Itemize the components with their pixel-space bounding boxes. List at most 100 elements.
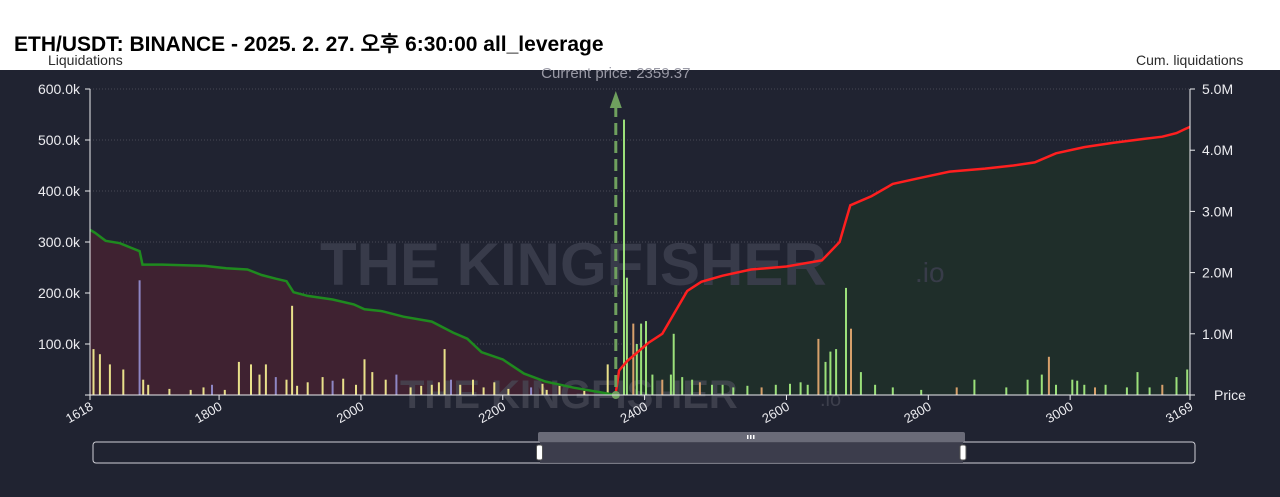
short-cum-line: [89, 228, 616, 397]
grip-icon: [747, 435, 755, 439]
liquidation-bar: [845, 287, 847, 395]
current-price-marker: Current price: 2359.37: [541, 65, 690, 399]
grip-line: [753, 435, 755, 439]
liquidation-bar: [625, 277, 628, 395]
liquidation-bar: [331, 380, 334, 395]
liquidation-bar: [472, 379, 474, 395]
liquidation-bar: [806, 384, 809, 395]
liquidation-bar: [645, 321, 647, 395]
liquidation-bar: [342, 378, 345, 395]
liquidation-bar: [384, 379, 387, 395]
liquidation-bar: [321, 377, 324, 395]
range-slider-handle-right[interactable]: [959, 444, 967, 461]
liquidation-bar: [306, 382, 309, 396]
liquidation-bar: [258, 374, 261, 395]
left-axis-tick-label: 600.0k: [38, 81, 81, 97]
liquidation-bar: [672, 333, 675, 395]
liquidation-bar: [285, 379, 288, 395]
chart-title: ETH/USDT: BINANCE - 2025. 2. 27. 오후 6:30…: [14, 33, 604, 56]
left-axis-tick-label: 300.0k: [38, 234, 81, 250]
liquidation-bar: [799, 382, 802, 396]
liquidation-bars: [92, 119, 1189, 396]
liquidation-bar: [635, 344, 638, 395]
right-axis-tick-label: 5.0M: [1202, 81, 1233, 97]
liquidation-bar: [202, 387, 205, 395]
liquidation-bar: [142, 379, 145, 395]
liquidation-bar: [850, 328, 852, 395]
liquidation-bar: [746, 385, 749, 395]
liquidation-bar: [1175, 377, 1178, 395]
liquidation-bar: [250, 364, 252, 395]
liquidation-bar: [450, 379, 452, 395]
right-axis-tick-label: 3.0M: [1202, 203, 1233, 219]
liquidation-bar: [168, 388, 171, 395]
liquidation-bar: [669, 374, 672, 395]
liquidation-bar: [774, 384, 777, 395]
liquidation-bar: [558, 385, 561, 395]
liquidation-bar: [606, 364, 609, 395]
liquidation-bar: [698, 382, 701, 396]
liquidation-bar: [1125, 387, 1128, 395]
liquidation-bar: [973, 379, 976, 395]
right-axis-tick-label: 4.0M: [1202, 142, 1233, 158]
liquidation-bar: [835, 349, 838, 395]
current-price-arrow-icon: [609, 91, 622, 108]
left-axis-tick-label: 100.0k: [38, 336, 81, 352]
grip-line: [750, 435, 752, 439]
liquidation-bar: [395, 374, 398, 395]
liquidation-bar: [817, 338, 820, 395]
liquidation-bar: [1186, 369, 1189, 395]
liquidation-bar: [122, 369, 125, 395]
liquidation-bar: [732, 387, 735, 395]
liquidation-bar: [1055, 384, 1057, 395]
liquidation-bar: [681, 377, 684, 395]
liquidation-bar: [147, 384, 150, 395]
liquidation-bar: [430, 384, 433, 395]
liquidation-bar: [459, 384, 462, 395]
range-slider[interactable]: [92, 432, 1196, 464]
liquidation-bar: [874, 384, 877, 395]
liquidation-bar: [1047, 356, 1050, 396]
liquidation-bar: [189, 389, 192, 395]
range-slider-window[interactable]: [540, 442, 963, 463]
left-axis-tick-label: 500.0k: [38, 132, 81, 148]
liquidation-bar: [211, 384, 213, 395]
liquidation-bar: [138, 280, 141, 396]
liquidation-bar: [443, 349, 446, 395]
current-price-label: Current price: 2359.37: [541, 65, 690, 82]
right-axis-tick-label: 2.0M: [1202, 265, 1233, 281]
liquidation-bar: [545, 389, 548, 395]
liquidation-bar: [691, 379, 694, 395]
liquidation-bar: [583, 390, 586, 395]
liquidation-bar: [1076, 380, 1079, 395]
liquidation-bar: [493, 382, 496, 396]
liquidation-bar: [1104, 384, 1107, 395]
liquidation-bar: [530, 387, 533, 395]
liquidation-bar: [92, 349, 95, 395]
range-slider-handle-left[interactable]: [536, 444, 543, 461]
x-axis-title: Price: [1214, 387, 1246, 403]
left-axis-title: Liquidations: [48, 52, 123, 68]
liquidation-bar: [409, 387, 412, 395]
liquidation-bar: [371, 372, 374, 395]
liquidation-bar: [420, 385, 423, 395]
liquidation-bar: [274, 377, 277, 395]
liquidation-bar: [1094, 387, 1096, 395]
liquidation-bar: [1071, 379, 1074, 395]
liquidation-bar: [829, 351, 832, 395]
long-cum-line: [614, 125, 1191, 396]
liquidation-bar: [355, 384, 357, 395]
liquidation-bar: [824, 361, 827, 395]
cumulative-lines: [89, 125, 1191, 397]
liquidation-bar: [760, 387, 763, 395]
liquidation-bar: [955, 387, 958, 395]
liquidation-bar: [264, 364, 267, 395]
liquidation-bar: [223, 389, 226, 395]
left-axis-tick-label: 400.0k: [38, 183, 81, 199]
liquidation-bar: [789, 383, 791, 395]
long-cum-area: [615, 126, 1190, 396]
liquidation-bar: [108, 364, 111, 395]
liquidation-bar: [632, 323, 635, 395]
